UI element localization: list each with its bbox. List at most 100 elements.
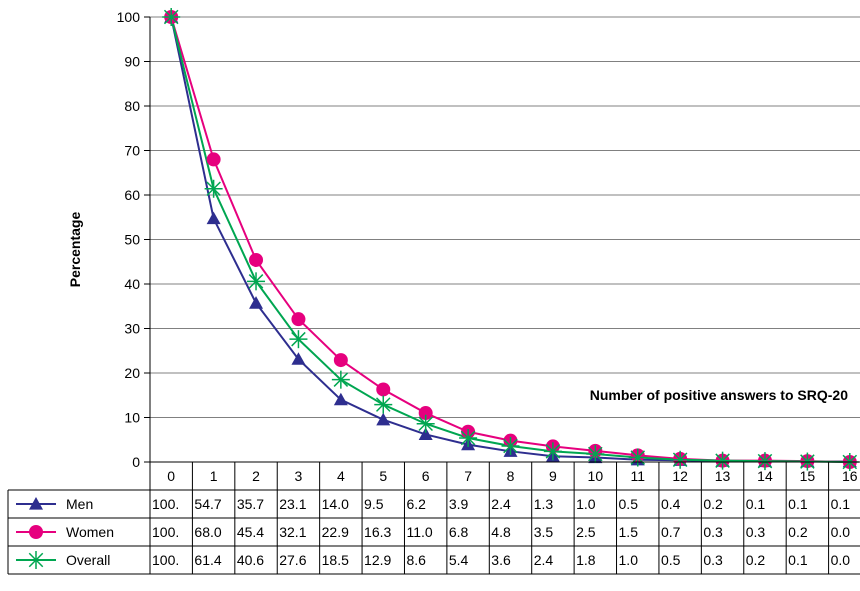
x-tick-label: 15 [800, 468, 816, 484]
data-label-men: 0.2 [703, 496, 723, 512]
point-men-6 [418, 427, 433, 441]
data-label-overall: 12.9 [364, 552, 391, 568]
legend-key-overall [16, 551, 56, 569]
legend-label-women: Women [66, 524, 114, 540]
point-overall-0 [162, 8, 181, 26]
data-label-overall: 3.6 [491, 552, 511, 568]
data-label-overall: 18.5 [322, 552, 349, 568]
data-label-men: 0.1 [788, 496, 808, 512]
data-label-women: 2.5 [576, 524, 596, 540]
data-label-men: 1.3 [534, 496, 554, 512]
point-men-3 [291, 352, 306, 365]
legend-key-men [16, 497, 56, 510]
point-men-1 [206, 211, 221, 225]
point-women-6 [418, 406, 433, 421]
gridlines [149, 16, 860, 463]
data-label-men: 23.1 [279, 496, 306, 512]
y-tick-label: 30 [124, 321, 140, 337]
data-label-overall: 8.6 [406, 552, 426, 568]
point-overall-11 [628, 448, 647, 467]
data-label-overall: 0.1 [788, 552, 808, 568]
point-overall-12 [671, 450, 690, 469]
y-tick-label: 100 [117, 9, 141, 25]
point-overall-1 [204, 179, 223, 198]
legend-label-overall: Overall [66, 552, 110, 568]
data-label-women: 45.4 [237, 524, 264, 540]
legend-marker-women [29, 525, 43, 539]
point-men-4 [333, 392, 348, 406]
data-label-men: 3.9 [449, 496, 469, 512]
data-label-overall: 27.6 [279, 552, 306, 568]
data-label-women: 22.9 [322, 524, 349, 540]
data-label-women: 0.2 [788, 524, 808, 540]
x-tick-label: 11 [630, 468, 645, 484]
data-label-men: 35.7 [237, 496, 264, 512]
legend-marker-overall [27, 551, 45, 569]
x-tick-label: 10 [588, 468, 604, 484]
y-axis-ticks: 0 10 20 30 40 50 60 70 80 90 100 [117, 9, 150, 470]
y-tick-label: 80 [124, 98, 140, 114]
data-label-women: 6.8 [449, 524, 469, 540]
y-tick-label: 90 [124, 54, 140, 70]
data-label-men: 14.0 [322, 496, 349, 512]
point-overall-8 [501, 436, 520, 455]
x-tick-label: 2 [252, 468, 260, 484]
point-overall-2 [247, 272, 266, 291]
x-tick-label: 13 [715, 468, 731, 484]
x-axis-label: Number of positive answers to SRQ-20 [590, 387, 848, 403]
data-label-overall: 100. [152, 552, 179, 568]
data-label-overall: 0.3 [703, 552, 723, 568]
y-tick-label: 60 [124, 187, 140, 203]
data-label-women: 11.0 [406, 524, 432, 540]
data-label-overall: 61.4 [194, 552, 221, 568]
point-women-1 [206, 152, 221, 167]
legend-marker-men [29, 497, 43, 510]
data-label-overall: 5.4 [449, 552, 469, 568]
data-label-men: 9.5 [364, 496, 384, 512]
data-label-women: 3.5 [534, 524, 554, 540]
data-label-women: 4.8 [491, 524, 511, 540]
data-label-men: 54.7 [194, 496, 221, 512]
data-label-men: 0.1 [746, 496, 766, 512]
x-tick-label: 3 [295, 468, 303, 484]
x-tick-label: 0 [167, 468, 175, 484]
data-label-women: 1.5 [619, 524, 639, 540]
data-label-overall: 0.2 [746, 552, 766, 568]
point-men-2 [249, 296, 264, 309]
data-label-men: 100. [152, 496, 179, 512]
y-axis-label: Percentage [67, 212, 83, 288]
x-tick-label: 16 [842, 468, 858, 484]
x-tick-label: 8 [507, 468, 515, 484]
data-label-women: 32.1 [279, 524, 306, 540]
point-men-5 [376, 412, 391, 426]
point-overall-10 [586, 444, 605, 463]
point-women-2 [249, 252, 264, 267]
data-label-men: 0.4 [661, 496, 681, 512]
data-label-men: 6.2 [406, 496, 426, 512]
data-label-women: 16.3 [364, 524, 391, 540]
x-tick-label: 7 [464, 468, 472, 484]
y-tick-label: 70 [124, 143, 140, 159]
point-women-5 [376, 382, 391, 397]
point-overall-7 [459, 428, 478, 447]
data-label-overall: 1.0 [619, 552, 639, 568]
data-label-overall: 2.4 [534, 552, 554, 568]
data-label-men: 0.5 [619, 496, 639, 512]
x-tick-label: 6 [422, 468, 430, 484]
data-label-women: 0.0 [831, 524, 851, 540]
y-tick-label: 0 [132, 454, 140, 470]
y-tick-label: 40 [124, 276, 140, 292]
x-tick-label: 9 [549, 468, 557, 484]
data-label-women: 100. [152, 524, 179, 540]
y-tick-label: 10 [124, 410, 140, 426]
point-overall-9 [543, 442, 562, 461]
x-tick-label: 14 [757, 468, 773, 484]
data-label-women: 0.3 [746, 524, 766, 540]
data-label-women: 0.3 [703, 524, 723, 540]
point-overall-13 [713, 451, 732, 470]
data-label-men: 2.4 [491, 496, 511, 512]
data-label-men: 0.1 [831, 496, 851, 512]
x-tick-label: 12 [672, 468, 688, 484]
